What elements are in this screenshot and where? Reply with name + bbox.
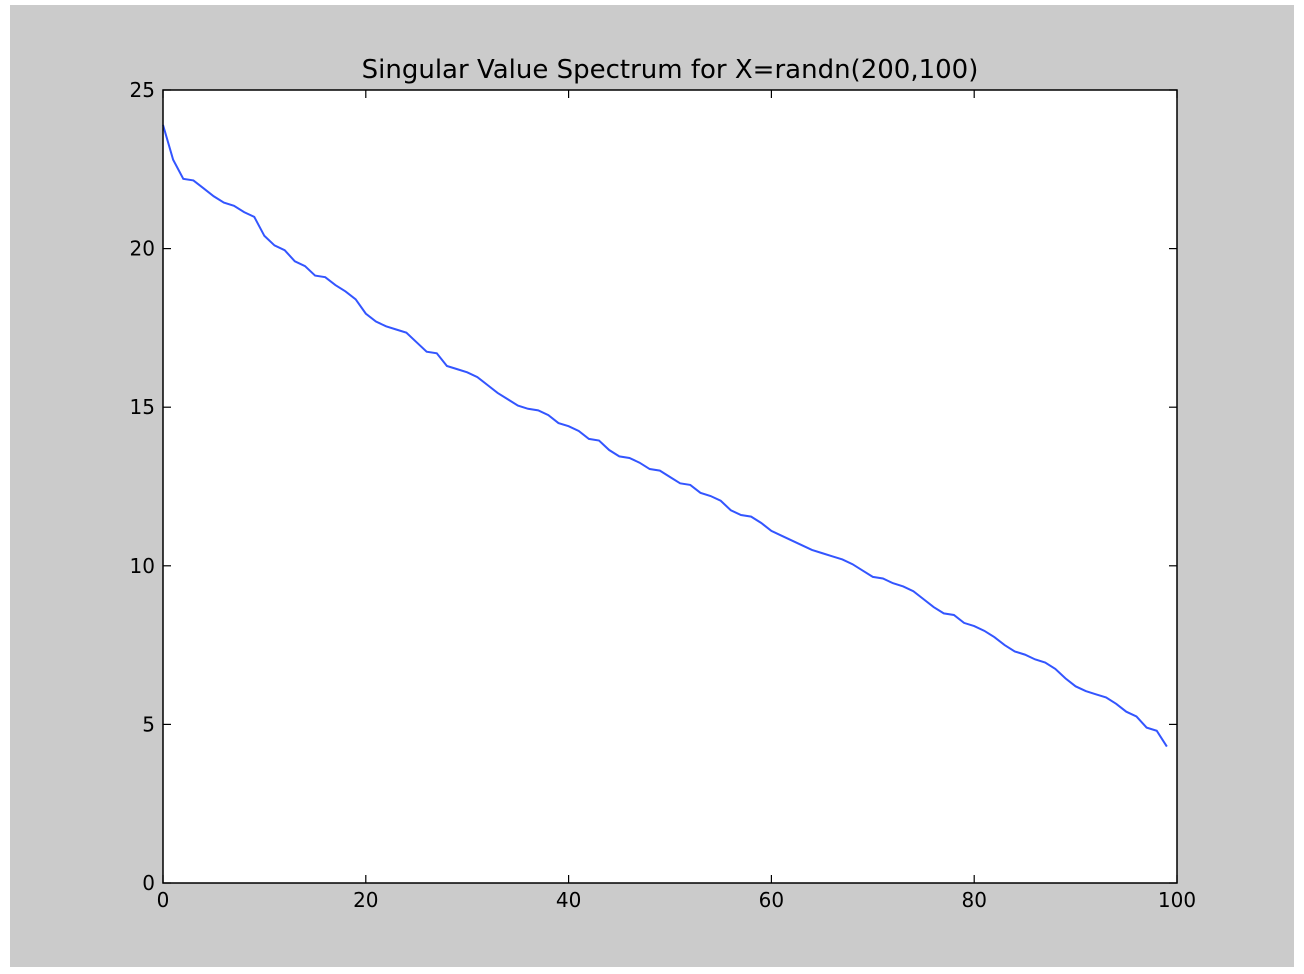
series-line — [162, 124, 1168, 748]
y-tick-label: 20 — [130, 237, 155, 261]
y-axis: 0 5 10 15 20 25 — [130, 78, 1177, 895]
axes-frame — [162, 89, 1178, 884]
y-tick-label: 15 — [130, 395, 155, 419]
x-tick-label: 40 — [556, 888, 581, 912]
chart-title: Singular Value Spectrum for X=randn(200,… — [362, 55, 979, 85]
y-tick-label: 10 — [130, 554, 155, 578]
x-tick-label: 100 — [1158, 888, 1196, 912]
y-tick-label: 25 — [130, 78, 155, 102]
axes-background — [163, 90, 1177, 883]
x-tick-label: 20 — [353, 888, 378, 912]
x-tick-label: 60 — [759, 888, 784, 912]
x-tick-label: 80 — [961, 888, 986, 912]
x-tick-label: 0 — [157, 888, 170, 912]
y-tick-label: 0 — [142, 871, 155, 895]
y-tick-label: 5 — [142, 712, 155, 736]
x-axis: 0 20 40 60 80 100 — [157, 90, 1196, 912]
